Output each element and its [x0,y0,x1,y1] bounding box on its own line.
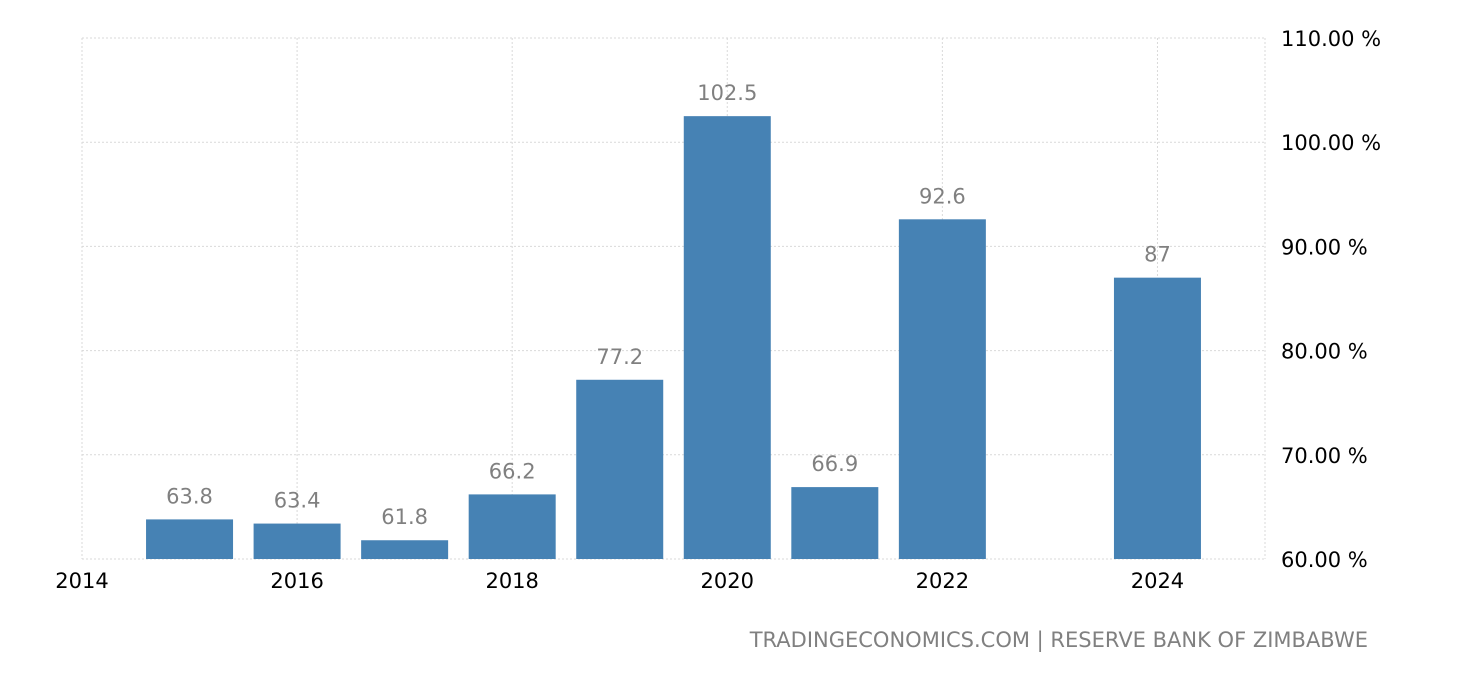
source-attribution: TRADINGECONOMICS.COM | RESERVE BANK OF Z… [749,628,1368,652]
bar-2020 [683,116,771,560]
x-tick-label: 2014 [55,569,108,593]
bar-2018 [468,494,556,559]
data-label-2024: 87 [1144,243,1171,267]
x-tick-label: 2018 [485,569,538,593]
data-label-2019: 77.2 [596,345,643,369]
grid [81,37,1266,560]
data-label-2017: 61.8 [381,505,428,529]
bar-2016 [253,523,341,559]
data-label-2016: 63.4 [274,489,321,513]
data-label-2021: 66.9 [811,452,858,476]
data-label-2022: 92.6 [919,184,966,208]
data-labels: 63.8 63.4 61.8 66.2 77.2 102.5 66.9 92.6 87 [166,81,1171,529]
bar-2017 [361,540,449,559]
y-tick-label: 60.00 % [1281,548,1368,572]
y-tick-label: 110.00 % [1281,27,1381,51]
x-axis-ticks: 2014 2016 2018 2020 2022 2024 [55,569,1184,593]
bar-2022 [898,219,986,560]
x-tick-label: 2022 [916,569,969,593]
y-tick-label: 90.00 % [1281,235,1368,259]
x-tick-label: 2016 [270,569,323,593]
y-axis-ticks: 60.00 % 70.00 % 80.00 % 90.00 % 100.00 % 110.… [1281,27,1381,572]
y-tick-label: 80.00 % [1281,340,1368,364]
bar-2015 [146,519,234,559]
data-label-2020: 102.5 [697,81,757,105]
x-tick-label: 2020 [701,569,754,593]
bar-2019 [576,379,664,559]
data-label-2018: 66.2 [489,459,536,483]
y-tick-label: 70.00 % [1281,444,1368,468]
bars [146,116,1201,560]
x-tick-label: 2024 [1131,569,1184,593]
bar-2021 [791,487,879,559]
y-tick-label: 100.00 % [1281,131,1381,155]
data-label-2015: 63.8 [166,484,213,508]
bar-2024 [1113,277,1201,559]
